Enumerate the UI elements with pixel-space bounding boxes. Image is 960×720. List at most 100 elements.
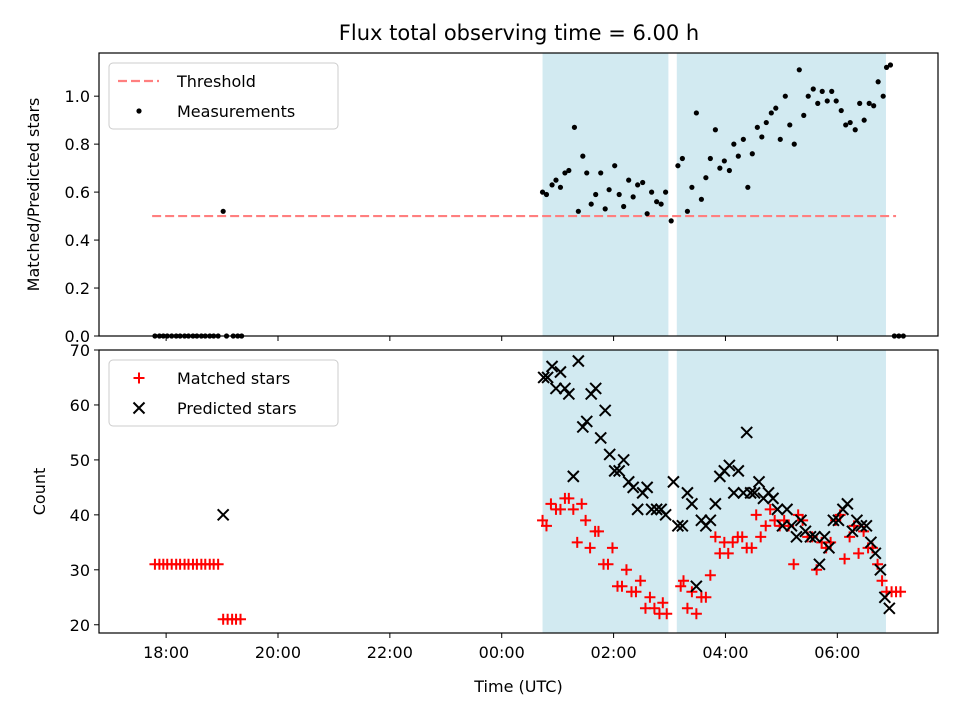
matched-stars-point — [709, 531, 721, 543]
measurements-point — [815, 100, 821, 106]
measurements-point — [571, 124, 578, 130]
y-tick-label: 0.4 — [65, 231, 90, 250]
measurements-point — [684, 208, 691, 214]
legend-label-matched-stars: Matched stars — [177, 369, 290, 388]
plot-frame — [98, 349, 939, 634]
observing-interval-shade — [542, 53, 669, 336]
measurements-point — [658, 201, 664, 207]
measurements-point — [679, 155, 685, 162]
measurements-point — [782, 93, 788, 99]
x-tick-label: 06:00 — [814, 643, 860, 662]
predicted-stars-point — [580, 415, 593, 428]
measurements-point — [712, 127, 718, 133]
matched-stars-point — [620, 564, 632, 576]
predicted-stars-point — [776, 519, 789, 533]
predicted-stars-point — [598, 404, 612, 417]
matched-stars-point — [690, 608, 702, 620]
measurements-point — [726, 167, 732, 174]
measurements-point — [553, 177, 559, 183]
matched-stars-point — [592, 525, 604, 537]
measurements-point — [612, 163, 618, 169]
measurements-point — [721, 158, 727, 164]
predicted-stars-point — [727, 486, 741, 500]
predicted-stars-point — [603, 448, 616, 461]
matched-stars-point — [760, 520, 772, 532]
measurements-point — [630, 194, 636, 200]
legend-box — [108, 62, 339, 130]
predicted-stars-point — [878, 591, 892, 604]
predicted-stars-point — [545, 360, 559, 373]
predicted-stars-point — [608, 464, 621, 478]
measurements-point — [829, 88, 835, 94]
matched-stars-point — [644, 591, 656, 603]
matched-stars-point — [746, 542, 758, 554]
measurements-point — [777, 136, 783, 142]
measurements-point — [768, 110, 774, 116]
observing-interval-shade — [676, 53, 886, 336]
predicted-stars-point — [822, 541, 836, 555]
x-tick-label: 22:00 — [367, 643, 413, 662]
x-tick-label: 02:00 — [591, 643, 637, 662]
measurements-point — [875, 79, 881, 85]
measurements-point — [847, 119, 853, 126]
measurements-point — [796, 67, 802, 73]
x-tick-label: 18:00 — [143, 643, 189, 662]
measurements-point — [654, 199, 660, 205]
matched-stars-point — [764, 503, 776, 515]
measurements-point — [838, 107, 844, 114]
measurements-point — [810, 86, 816, 92]
y-tick-label: 60 — [70, 396, 90, 415]
matched-stars-point — [545, 498, 557, 510]
x-tick-label: 04:00 — [702, 643, 748, 662]
legend-swatch-matched-stars — [133, 372, 145, 384]
predicted-stars-point — [645, 503, 658, 516]
legend: Threshold Measurements — [108, 62, 339, 130]
chart-title: Flux total observing time = 6.00 h — [339, 21, 699, 45]
measurements-point — [887, 62, 894, 68]
y-axis-label: Matched/Predicted stars — [24, 98, 43, 292]
measurements-point — [883, 64, 890, 70]
matched-stars-point — [576, 498, 588, 510]
matched-stars-point — [630, 586, 642, 598]
predicted-stars-point — [617, 453, 630, 467]
predicted-stars-point — [874, 563, 887, 577]
measurements-point — [833, 98, 839, 104]
matched-stars-point — [797, 514, 809, 526]
predicted-stars-point — [794, 514, 808, 527]
matched-stars-point — [235, 613, 247, 625]
matched-stars-point — [580, 514, 592, 526]
matched-stars-point — [602, 558, 614, 570]
predicted-stars-point — [576, 420, 590, 434]
matched-stars-point — [567, 503, 579, 515]
measurements-point — [707, 155, 713, 162]
measurements-point — [549, 182, 555, 188]
matched-stars-point — [895, 586, 907, 598]
predicted-stars-point — [818, 530, 831, 544]
matched-stars-point — [571, 536, 583, 548]
measurements-point — [763, 119, 769, 126]
predicted-stars-point — [650, 503, 663, 516]
matched-stars-point — [212, 558, 224, 570]
predicted-stars-point — [681, 486, 694, 500]
matched-stars-point — [704, 569, 716, 581]
predicted-stars-point — [804, 530, 817, 544]
measurements-point — [703, 175, 709, 181]
predicted-stars-point — [832, 514, 845, 527]
y-axis-label: Count — [30, 468, 49, 516]
measurements-point — [819, 88, 825, 94]
matched-stars-point — [750, 509, 762, 521]
predicted-stars-point — [631, 503, 644, 516]
y-tick-label: 30 — [70, 561, 90, 580]
observing-interval-shade — [542, 350, 669, 633]
predicted-stars-point — [690, 580, 703, 593]
predicted-stars-point — [558, 382, 572, 395]
star-count-panel: 20 30 40 50 60 70 18:00 20:00 22:00 00:00 02:00 04:… — [30, 341, 939, 696]
predicted-stars-point — [554, 365, 567, 379]
predicted-stars-point — [766, 492, 780, 505]
y-tick-label: 50 — [70, 451, 90, 470]
observing-interval-shade — [676, 350, 886, 633]
measurements-point — [693, 110, 699, 116]
predicted-stars-point — [790, 530, 803, 544]
matched-stars-point — [563, 492, 575, 504]
measurements-point — [801, 112, 807, 118]
